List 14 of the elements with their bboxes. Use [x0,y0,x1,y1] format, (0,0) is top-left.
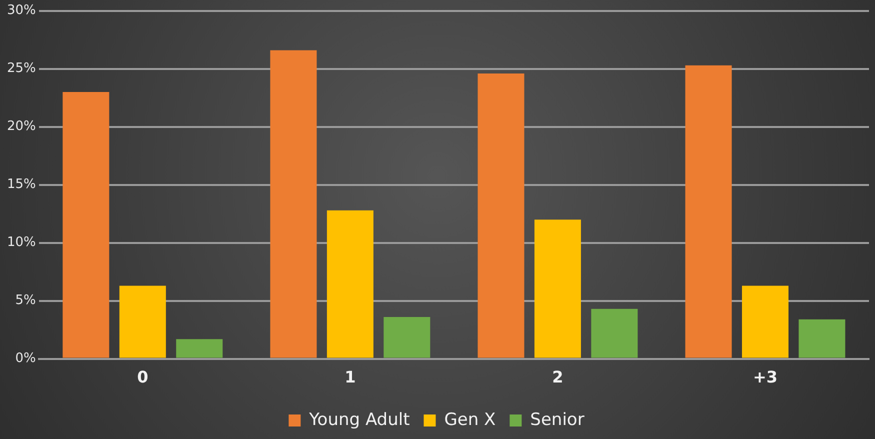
y-tick-label: 10% [6,235,36,250]
legend-label: Young Adult [308,410,410,430]
y-tick-label: 30% [6,3,36,18]
y-tick-label: 15% [6,177,36,192]
legend-label: Gen X [444,410,496,430]
x-tick-label: 1 [344,368,356,387]
x-tick-label: 2 [552,368,564,387]
legend-label: Senior [530,410,584,430]
x-tick-label: 0 [137,368,148,387]
y-tick-label: 5% [15,293,36,308]
y-tick-label: 20% [6,119,36,134]
y-tick-label: 25% [6,61,36,76]
x-tick-label: +3 [752,368,778,387]
y-tick-label: 0% [15,351,36,366]
